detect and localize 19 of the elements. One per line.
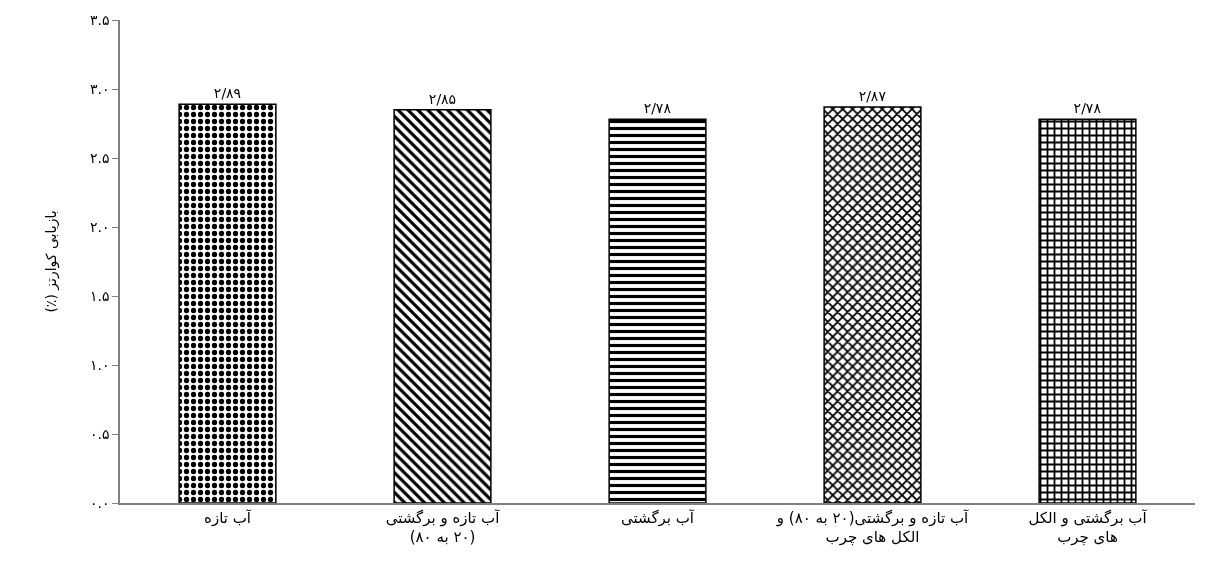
y-tick-label: ۳.۰ bbox=[89, 80, 110, 97]
y-tick-label: ۲.۵ bbox=[89, 149, 110, 166]
y-tick-label: ۰.۵ bbox=[89, 425, 110, 442]
x-tick-label: آب برگشتی و الکل های چرب bbox=[1028, 508, 1148, 547]
data-label: ۲/۸۹ bbox=[213, 85, 242, 102]
x-tick-label: آب تازه bbox=[204, 508, 252, 527]
y-tick-label: ۲.۰ bbox=[89, 218, 110, 235]
y-axis-title: بازیابی کوارتز (٪) bbox=[43, 210, 61, 313]
data-label: ۲/۷۸ bbox=[643, 100, 672, 117]
x-tick-label: آب برگشتی bbox=[620, 508, 695, 527]
data-label: ۲/۷۸ bbox=[1073, 100, 1102, 117]
x-tick-label: آب تازه و برگشتی (۲۰ به ۸۰) bbox=[385, 508, 501, 547]
y-tick-label: ۱.۰ bbox=[89, 356, 110, 373]
data-label: ۲/۸۷ bbox=[858, 87, 887, 104]
x-tick-label: آب تازه و برگشتی(۲۰ به ۸۰) و الکل های چرب bbox=[775, 508, 970, 547]
y-tick-label: ۰.۰ bbox=[89, 494, 110, 511]
y-tick-label: ۱.۵ bbox=[89, 287, 110, 304]
data-label: ۲/۸۵ bbox=[428, 90, 457, 107]
y-tick-label: ۳.۵ bbox=[89, 11, 110, 28]
